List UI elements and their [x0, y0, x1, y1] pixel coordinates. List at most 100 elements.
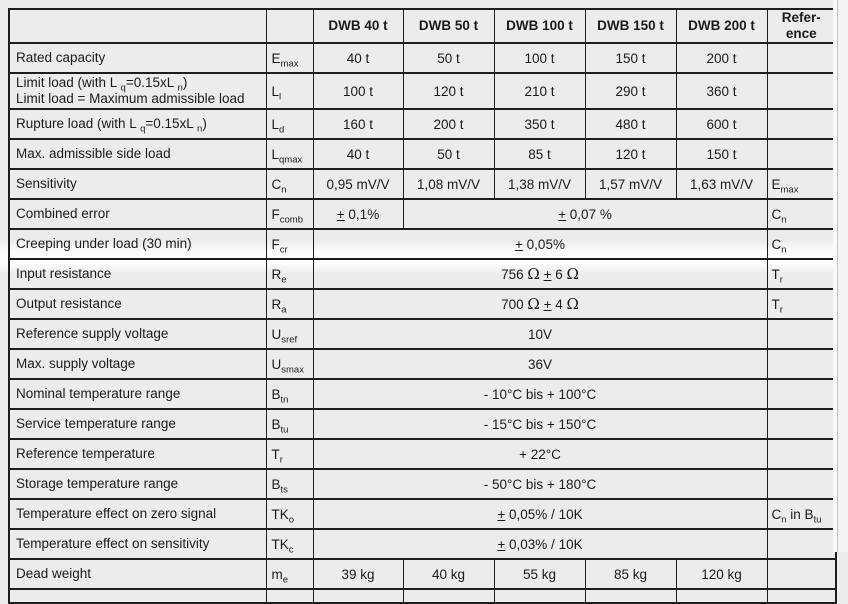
row-label: Temperature effect on zero signal [8, 498, 267, 530]
spec-value: - 50°C bis + 180°C [312, 468, 768, 500]
spec-value: 120 t [402, 72, 495, 110]
spec-value: 150 t [584, 42, 677, 74]
spec-value: 50 t [402, 138, 495, 170]
row-reference: Cn [766, 228, 837, 260]
spec-value: 100 t [312, 72, 404, 110]
row-reference [766, 438, 837, 470]
row-symbol: Tr [265, 438, 314, 470]
spec-value: 290 t [584, 72, 677, 110]
row-label: Dead weight [8, 558, 267, 590]
row-label: Max. admissible side load [8, 138, 267, 170]
table-row: Sensitivity Cn 0,95 mV/V 1,08 mV/V 1,38 mV/V… [8, 168, 837, 200]
column-header-3: DWB 50 t [402, 8, 495, 44]
row-symbol: Lqmax [265, 138, 314, 170]
spec-value: 39 kg [312, 558, 404, 590]
spec-value: 10V [312, 318, 768, 350]
table-row: Rated capacity Emax 40 t 50 t 100 t 150 t 200 … [8, 42, 837, 74]
spec-value: 100 t [493, 42, 586, 74]
row-label: Rated capacity [8, 42, 267, 74]
spec-value: 600 t [675, 108, 768, 140]
spec-table-head: DWB 40 t DWB 50 t DWB 100 t DWB 150 t DWB 20… [8, 8, 837, 44]
spec-value: 55 kg [493, 558, 586, 590]
spec-value: 120 kg [675, 558, 768, 590]
spec-value: + 0,1% [312, 198, 404, 230]
row-label: Limit load (with L q=0.15xL n) Limit load… [8, 72, 267, 110]
spec-value [493, 588, 586, 603]
row-symbol: me [265, 558, 314, 590]
table-row: Limit load (with L q=0.15xL n) Limit load… [8, 72, 837, 110]
spec-value: 40 t [312, 42, 404, 74]
table-row [8, 588, 837, 603]
table-row: Service temperature range Btu - 15°C bis +… [8, 408, 837, 440]
row-label: Rupture load (with L q=0.15xL n) [8, 108, 267, 140]
spec-value: - 15°C bis + 150°C [312, 408, 768, 440]
spec-value: + 0,05% [312, 228, 768, 260]
spec-value: + 22°C [312, 438, 768, 470]
spec-value: 350 t [493, 108, 586, 140]
row-reference [766, 378, 837, 410]
spec-value: 200 t [402, 108, 495, 140]
spec-value: 1,63 mV/V [675, 168, 768, 200]
row-label: Reference supply voltage [8, 318, 267, 350]
row-reference: Tr [766, 258, 837, 290]
table-row: Dead weight me 39 kg 40 kg 55 kg 85 kg 120 kg [8, 558, 837, 590]
spec-value: + 0,03% / 10K [312, 528, 768, 560]
column-header-4: DWB 100 t [493, 8, 586, 44]
row-reference [766, 558, 837, 590]
row-symbol: Emax [265, 42, 314, 74]
row-label [8, 588, 267, 603]
spec-value: 1,57 mV/V [584, 168, 677, 200]
row-label: Max. supply voltage [8, 348, 267, 380]
spec-value: 160 t [312, 108, 404, 140]
column-header-6: DWB 200 t [675, 8, 768, 44]
spec-table: DWB 40 t DWB 50 t DWB 100 t DWB 150 t DWB 20… [8, 8, 837, 604]
spec-table-body: Rated capacity Emax 40 t 50 t 100 t 150 t 200 … [8, 42, 837, 603]
row-reference [766, 348, 837, 380]
spec-value: - 10°C bis + 100°C [312, 378, 768, 410]
spec-value: 210 t [493, 72, 586, 110]
column-header-0 [8, 8, 267, 44]
row-symbol: Usref [265, 318, 314, 350]
spec-value: 120 t [584, 138, 677, 170]
spec-value: 150 t [675, 138, 768, 170]
spec-value: 85 t [493, 138, 586, 170]
row-reference: Emax [766, 168, 837, 200]
row-symbol: Btu [265, 408, 314, 440]
row-symbol: Usmax [265, 348, 314, 380]
row-label: Service temperature range [8, 408, 267, 440]
spec-value: 40 t [312, 138, 404, 170]
table-row: Temperature effect on sensitivity TKc + 0,… [8, 528, 837, 560]
row-label: Sensitivity [8, 168, 267, 200]
row-label: Nominal temperature range [8, 378, 267, 410]
row-symbol: Ld [265, 108, 314, 140]
row-symbol: Bts [265, 468, 314, 500]
table-row: Combined error Fcomb + 0,1% + 0,07 % Cn [8, 198, 837, 230]
spec-value: 480 t [584, 108, 677, 140]
spec-value: + 0,05% / 10K [312, 498, 768, 530]
row-symbol: Ra [265, 288, 314, 320]
table-row: Reference temperature Tr + 22°C [8, 438, 837, 470]
spec-value [584, 588, 677, 603]
table-row: Creeping under load (30 min) Fcr + 0,05% Cn [8, 228, 837, 260]
header-row: DWB 40 t DWB 50 t DWB 100 t DWB 150 t DWB 20… [8, 8, 837, 44]
spec-value: 756 Ω + 6 Ω [312, 258, 768, 290]
table-row: Temperature effect on zero signal TKo + 0,… [8, 498, 837, 530]
row-reference [766, 528, 837, 560]
row-reference [766, 588, 837, 603]
column-header-7: Refer-ence [766, 8, 837, 44]
row-symbol: Cn [265, 168, 314, 200]
row-reference [766, 468, 837, 500]
spec-value: 700 Ω + 4 Ω [312, 288, 768, 320]
row-reference [766, 108, 837, 140]
spec-value: 40 kg [402, 558, 495, 590]
row-label: Creeping under load (30 min) [8, 228, 267, 260]
row-label: Reference temperature [8, 438, 267, 470]
row-reference [766, 408, 837, 440]
table-row: Output resistance Ra 700 Ω + 4 Ω Tr [8, 288, 837, 320]
row-reference [766, 138, 837, 170]
row-label: Storage temperature range [8, 468, 267, 500]
spec-value: 85 kg [584, 558, 677, 590]
spec-value [402, 588, 495, 603]
table-row: Max. supply voltage Usmax 36V [8, 348, 837, 380]
